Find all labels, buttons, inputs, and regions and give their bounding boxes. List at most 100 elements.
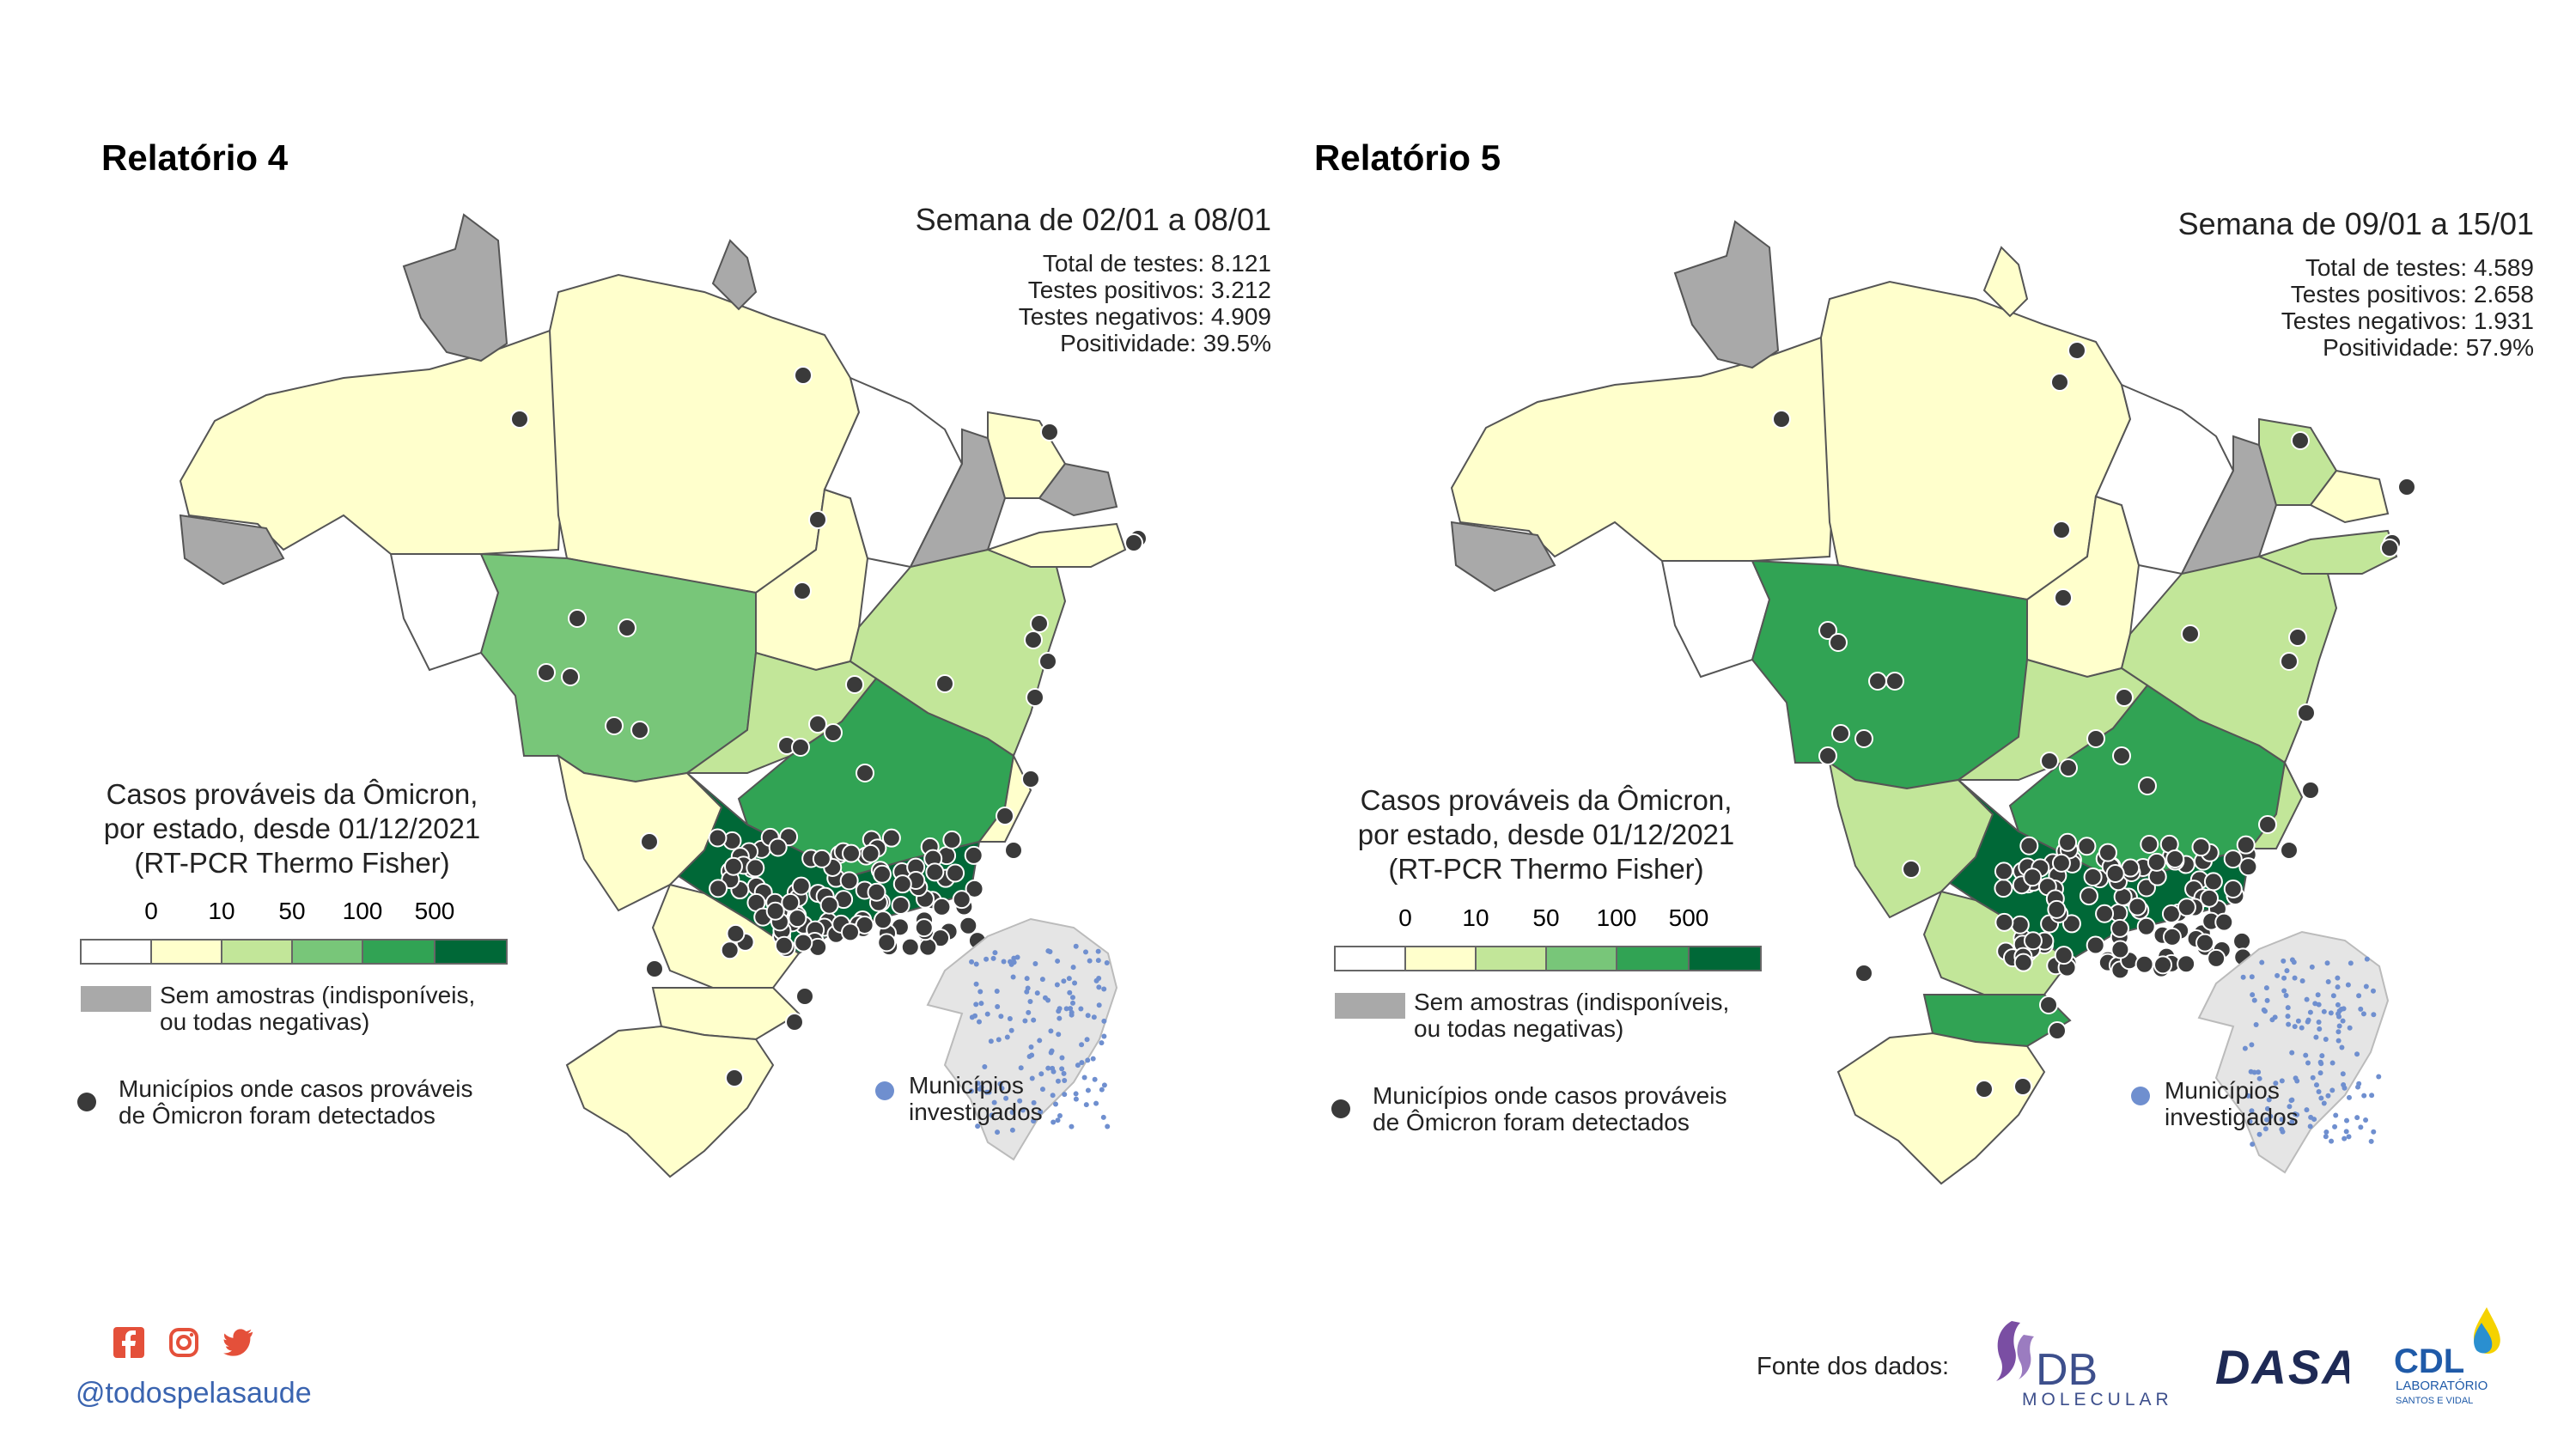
map-dot xyxy=(2329,1060,2335,1066)
map-dot xyxy=(2177,954,2196,974)
twitter-icon[interactable] xyxy=(223,1327,254,1358)
map-dot xyxy=(968,1088,974,1094)
map-dot xyxy=(2272,1014,2278,1020)
map-dot xyxy=(2286,1021,2292,1027)
map-dot xyxy=(2376,1074,2382,1080)
map-dot xyxy=(995,1004,1001,1010)
legend-title-line: Casos prováveis da Ômicron, xyxy=(106,778,478,810)
map-dot xyxy=(781,892,801,912)
map-dot xyxy=(774,935,794,955)
map-dot xyxy=(1818,746,1837,765)
map-dot xyxy=(1087,958,1093,964)
no-sample-line: Sem amostras (indisponíveis, xyxy=(160,982,476,1008)
map-dot xyxy=(1009,1127,1015,1133)
map-dot xyxy=(1040,423,1059,441)
map-dot xyxy=(2289,1119,2295,1125)
map-dot xyxy=(2048,1021,2067,1040)
map-dot xyxy=(2054,588,2073,607)
map-dot xyxy=(788,909,807,928)
map-dot xyxy=(841,843,861,863)
map-dot xyxy=(2115,688,2134,707)
map-dot xyxy=(964,845,984,865)
map-dot xyxy=(2317,1070,2323,1076)
map-dot xyxy=(1038,1109,1044,1115)
map-dot xyxy=(1045,948,1051,954)
municipality-legend-label: Municípios onde casos prováveis de Ômicr… xyxy=(119,1075,472,1129)
map-dot xyxy=(1055,1117,1061,1123)
map-dot xyxy=(1066,976,1072,982)
map-dot xyxy=(973,961,979,967)
map-dot xyxy=(2345,982,2351,988)
map-dot xyxy=(2110,940,2130,959)
no-sample-label: Sem amostras (indisponíveis, ou todas ne… xyxy=(160,982,475,1035)
map-dot xyxy=(2316,1002,2322,1008)
map-dot xyxy=(872,864,892,884)
map-dot xyxy=(856,764,874,782)
state-ap xyxy=(711,239,758,311)
map-dot xyxy=(645,959,664,978)
map-dot xyxy=(1057,1015,1063,1021)
map-dot xyxy=(2095,904,2115,923)
map-dot xyxy=(630,721,649,740)
state-rn xyxy=(2309,469,2390,524)
map-dot xyxy=(2364,956,2370,962)
map-dot xyxy=(2051,853,2071,873)
map-dot xyxy=(994,989,1000,995)
map-dot xyxy=(2295,1018,2301,1024)
map-dot xyxy=(1818,621,1837,640)
map-dot xyxy=(1083,1102,1089,1108)
map-dot xyxy=(978,1084,984,1090)
map-dot xyxy=(2293,1111,2299,1117)
social-handle[interactable]: @todospelasaude xyxy=(76,1377,312,1409)
map-dot xyxy=(2214,912,2234,932)
map-dot xyxy=(795,987,814,1006)
map-dot xyxy=(2323,1129,2329,1135)
map-dot xyxy=(723,856,743,876)
map-dot xyxy=(2250,1142,2256,1148)
map-dot xyxy=(986,1089,992,1095)
cdl-logo-subtext: LABORATÓRIO xyxy=(2396,1379,2488,1393)
map-dot xyxy=(1079,1042,1085,1048)
map-dot xyxy=(2380,539,2399,557)
map-dot xyxy=(1101,1082,1107,1088)
map-dot xyxy=(824,723,843,742)
map-dot xyxy=(2335,1038,2342,1044)
map-dot xyxy=(976,1019,982,1025)
report-panel-4: Relatório 4 xyxy=(0,0,1271,1245)
investigated-line: investigados xyxy=(909,1099,1043,1125)
instagram-icon[interactable] xyxy=(168,1327,199,1358)
map-dot xyxy=(1994,912,2014,932)
legend-title-line: Casos prováveis da Ômicron, xyxy=(1360,784,1733,816)
map-dot xyxy=(2251,1069,2257,1075)
weekly-stats: Semana de 02/01 a 08/01 Total de testes:… xyxy=(916,202,1271,356)
report-title: Relatório 4 xyxy=(101,137,289,178)
map-dot xyxy=(861,843,880,863)
map-dot xyxy=(2264,997,2270,1003)
map-dot xyxy=(1069,1123,1075,1129)
map-dot xyxy=(2203,872,2223,892)
map-dot xyxy=(2340,1071,2346,1077)
map-dot xyxy=(1045,997,1051,1003)
state-rn xyxy=(1038,462,1118,517)
map-dot xyxy=(2368,1138,2374,1144)
map-dot xyxy=(1868,672,1887,691)
map-dot xyxy=(977,989,984,995)
map-dot xyxy=(1056,1008,1062,1014)
map-dot xyxy=(1038,652,1057,671)
map-dot xyxy=(2291,431,2310,450)
map-dot xyxy=(1009,1109,1015,1115)
map-dot xyxy=(2250,992,2256,998)
week-range: Semana de 09/01 a 15/01 xyxy=(2177,206,2534,241)
map-dot xyxy=(2181,624,2200,643)
map-dot xyxy=(1975,1080,1994,1099)
map-dot xyxy=(2371,1012,2377,1018)
map-dot xyxy=(1902,860,1921,879)
facebook-icon[interactable] xyxy=(113,1327,144,1358)
map-dot xyxy=(1031,1099,1037,1105)
map-dot xyxy=(709,879,728,898)
map-dot xyxy=(2249,1108,2255,1114)
map-dot xyxy=(2236,835,2256,855)
map-dot xyxy=(841,922,861,942)
map-dot xyxy=(2242,1045,2248,1051)
map-dot xyxy=(2251,997,2257,1003)
